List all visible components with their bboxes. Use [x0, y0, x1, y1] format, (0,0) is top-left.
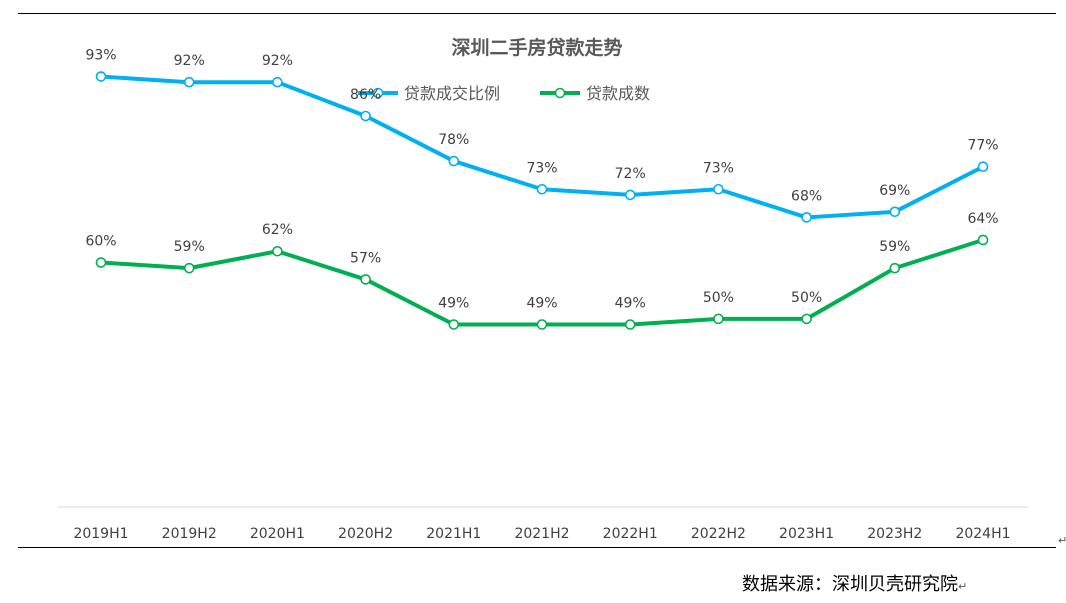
data-point-series-1 [272, 76, 283, 88]
x-tick-label: 2022H1 [603, 526, 658, 542]
data-point-series-2 [536, 319, 548, 330]
data-point-series-1 [889, 206, 901, 218]
x-tick-label: 2019H2 [162, 526, 217, 542]
top-rule [18, 13, 1056, 14]
data-point-series-1 [624, 189, 636, 201]
data-label-series-2: 62% [262, 222, 293, 238]
data-label-series-1: 69% [879, 183, 910, 199]
data-label-series-2: 59% [879, 239, 910, 255]
data-label-series-1: 73% [703, 160, 734, 176]
x-tick-label: 2021H1 [426, 526, 481, 542]
source-note: 数据来源：深圳贝壳研究院↵ [742, 570, 967, 596]
data-point-series-2 [889, 262, 901, 274]
data-label-series-2: 50% [791, 290, 822, 306]
x-tick-label: 2019H1 [73, 526, 128, 542]
data-label-series-1: 73% [526, 160, 557, 176]
data-label-series-2: 57% [350, 250, 381, 266]
data-label-series-2: 49% [526, 296, 557, 312]
line-chart: 深圳二手房贷款走势 贷款成交比例 贷款成数 2019H1 2019H2 2020H1 2… [58, 36, 1028, 542]
data-label-series-2: 50% [703, 290, 734, 306]
x-tick-label: 2023H2 [867, 526, 922, 542]
series-line-1 [99, 74, 985, 220]
data-point-series-2 [448, 319, 460, 330]
bottom-rule [18, 547, 1056, 548]
data-label-series-1: 86% [350, 87, 381, 103]
data-point-series-1 [183, 76, 195, 88]
legend-swatch-marker [372, 87, 384, 99]
data-point-series-1 [536, 183, 548, 195]
data-point-series-2 [713, 313, 724, 325]
x-tick-label: 2020H1 [250, 526, 305, 542]
x-tick-label: 2024H1 [955, 526, 1010, 542]
legend-swatch-marker [554, 87, 566, 99]
data-labels-layer: 93% 92% 92% 86% 78% 73% 72% 73% 68% 69% 77% 60% 59% 6… [85, 48, 998, 312]
data-point-series-1 [95, 71, 107, 82]
chart-legend: 贷款成交比例 贷款成数 [358, 84, 650, 103]
x-tick-label: 2021H2 [514, 526, 569, 542]
data-point-series-1 [713, 183, 724, 195]
data-label-series-2: 64% [967, 211, 998, 227]
legend-item-2: 贷款成数 [540, 84, 650, 103]
data-label-series-1: 92% [174, 53, 205, 69]
legend-item-1: 贷款成交比例 [358, 84, 500, 103]
data-point-series-1 [448, 155, 460, 167]
data-point-series-2 [272, 245, 283, 257]
data-point-series-1 [801, 212, 812, 223]
data-point-series-2 [977, 234, 989, 246]
legend-label: 贷款成交比例 [404, 84, 500, 103]
data-point-series-2 [360, 274, 371, 285]
paragraph-mark-top: ↵ [1058, 534, 1066, 547]
data-label-series-1: 72% [615, 166, 646, 182]
x-tick-label: 2022H2 [691, 526, 746, 542]
x-axis-ticks: 2019H1 2019H2 2020H1 2020H2 2021H1 2021H2 2022… [73, 526, 1010, 542]
data-point-series-1 [360, 110, 371, 122]
source-text: 数据来源：深圳贝壳研究院 [742, 574, 958, 595]
data-point-series-2 [95, 257, 107, 268]
data-label-series-2: 49% [438, 296, 469, 312]
x-tick-label: 2023H1 [779, 526, 834, 542]
legend-label: 贷款成数 [586, 84, 650, 103]
data-label-series-2: 59% [174, 239, 205, 255]
data-label-series-1: 68% [791, 188, 822, 204]
data-label-series-1: 77% [967, 138, 998, 154]
data-point-series-2 [801, 313, 812, 325]
data-label-series-1: 92% [262, 53, 293, 69]
data-label-series-2: 60% [85, 234, 116, 250]
series-layer [95, 71, 989, 330]
x-tick-label: 2020H2 [338, 526, 393, 542]
chart-title: 深圳二手房贷款走势 [451, 36, 622, 59]
data-label-series-1: 93% [85, 48, 116, 64]
data-point-series-2 [183, 262, 195, 274]
data-point-series-2 [624, 319, 636, 330]
series-line-2 [99, 237, 985, 327]
paragraph-mark-source: ↵ [958, 580, 968, 593]
data-label-series-2: 49% [615, 296, 646, 312]
data-label-series-1: 78% [438, 132, 469, 148]
data-point-series-1 [977, 161, 989, 173]
